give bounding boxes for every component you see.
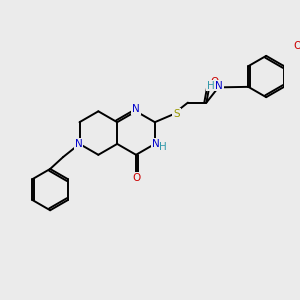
- Text: N: N: [132, 104, 140, 114]
- Text: N: N: [215, 80, 223, 91]
- Text: O: O: [210, 77, 218, 87]
- Text: N: N: [152, 139, 160, 149]
- Text: S: S: [173, 109, 180, 118]
- Text: H: H: [207, 80, 215, 91]
- Text: H: H: [159, 142, 167, 152]
- Text: O: O: [294, 41, 300, 52]
- Text: N: N: [75, 139, 83, 149]
- Text: O: O: [132, 173, 140, 183]
